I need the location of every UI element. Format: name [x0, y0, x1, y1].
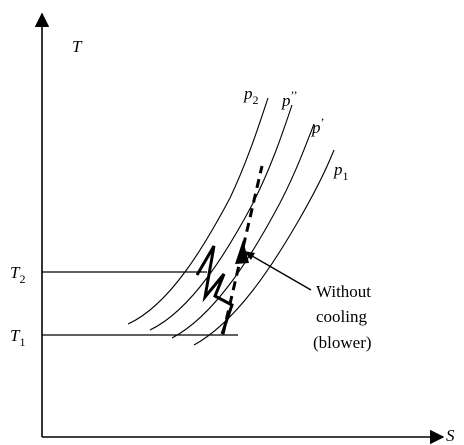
- isobar-p-double-prime-label-sup: ’’: [291, 88, 298, 102]
- isobar-p1-label-main: p: [333, 160, 343, 179]
- isobar-p-prime-label-main: p: [311, 118, 321, 137]
- t1-label-main: T: [10, 326, 21, 345]
- isobar-p2-label-sub: 2: [253, 93, 259, 107]
- t2-label: T2: [10, 263, 25, 286]
- annotation-leader-line: [246, 252, 312, 291]
- annotation-line-3: (blower): [313, 333, 372, 352]
- annotation-line-2: cooling: [316, 307, 367, 326]
- isobar-p-double-prime-label-main: p: [281, 91, 291, 110]
- t2-label-sub: 2: [19, 272, 25, 286]
- annotation-line-1: Without: [316, 282, 371, 301]
- annotation-leader-arrowhead: [244, 251, 255, 260]
- intercooled-compression-path: [195, 245, 234, 335]
- isobar-p-prime-label: p’: [311, 115, 325, 137]
- isobar-p-double-prime: [149, 104, 293, 331]
- isobar-p2: [127, 97, 269, 325]
- y-axis-label: T: [72, 37, 83, 56]
- isobar-p-prime: [171, 123, 315, 339]
- t1-label: T1: [10, 326, 25, 349]
- t2-label-main: T: [10, 263, 21, 282]
- isobar-p2-label-main: p: [243, 84, 253, 103]
- uncooled-path-arrowhead: [235, 240, 249, 264]
- uncooled-compression-path: [221, 165, 264, 335]
- isobar-p1-label: p1: [333, 160, 349, 183]
- isobar-p-prime-label-sup: ’: [321, 115, 325, 129]
- t1-label-sub: 1: [19, 335, 25, 349]
- isobar-p-double-prime-label: p’’: [281, 88, 298, 110]
- isobar-p2-label: p2: [243, 84, 259, 107]
- x-axis-label: S: [446, 426, 455, 445]
- isobar-p1-label-sub: 1: [343, 169, 349, 183]
